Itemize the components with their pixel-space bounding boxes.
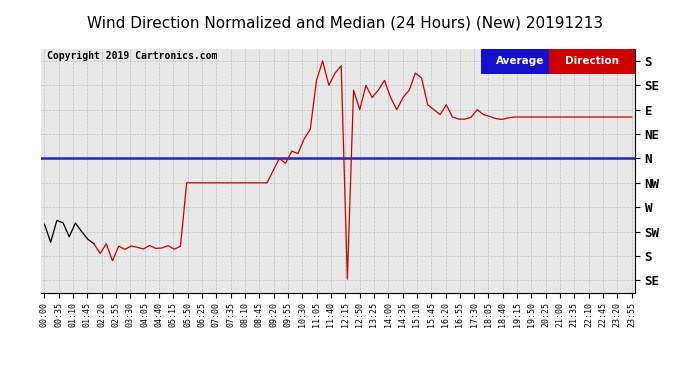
Text: Direction: Direction [565, 56, 619, 66]
FancyBboxPatch shape [549, 49, 635, 74]
FancyBboxPatch shape [480, 49, 560, 74]
Text: Copyright 2019 Cartronics.com: Copyright 2019 Cartronics.com [48, 51, 218, 61]
Text: Wind Direction Normalized and Median (24 Hours) (New) 20191213: Wind Direction Normalized and Median (24… [87, 15, 603, 30]
Text: Average: Average [496, 56, 545, 66]
